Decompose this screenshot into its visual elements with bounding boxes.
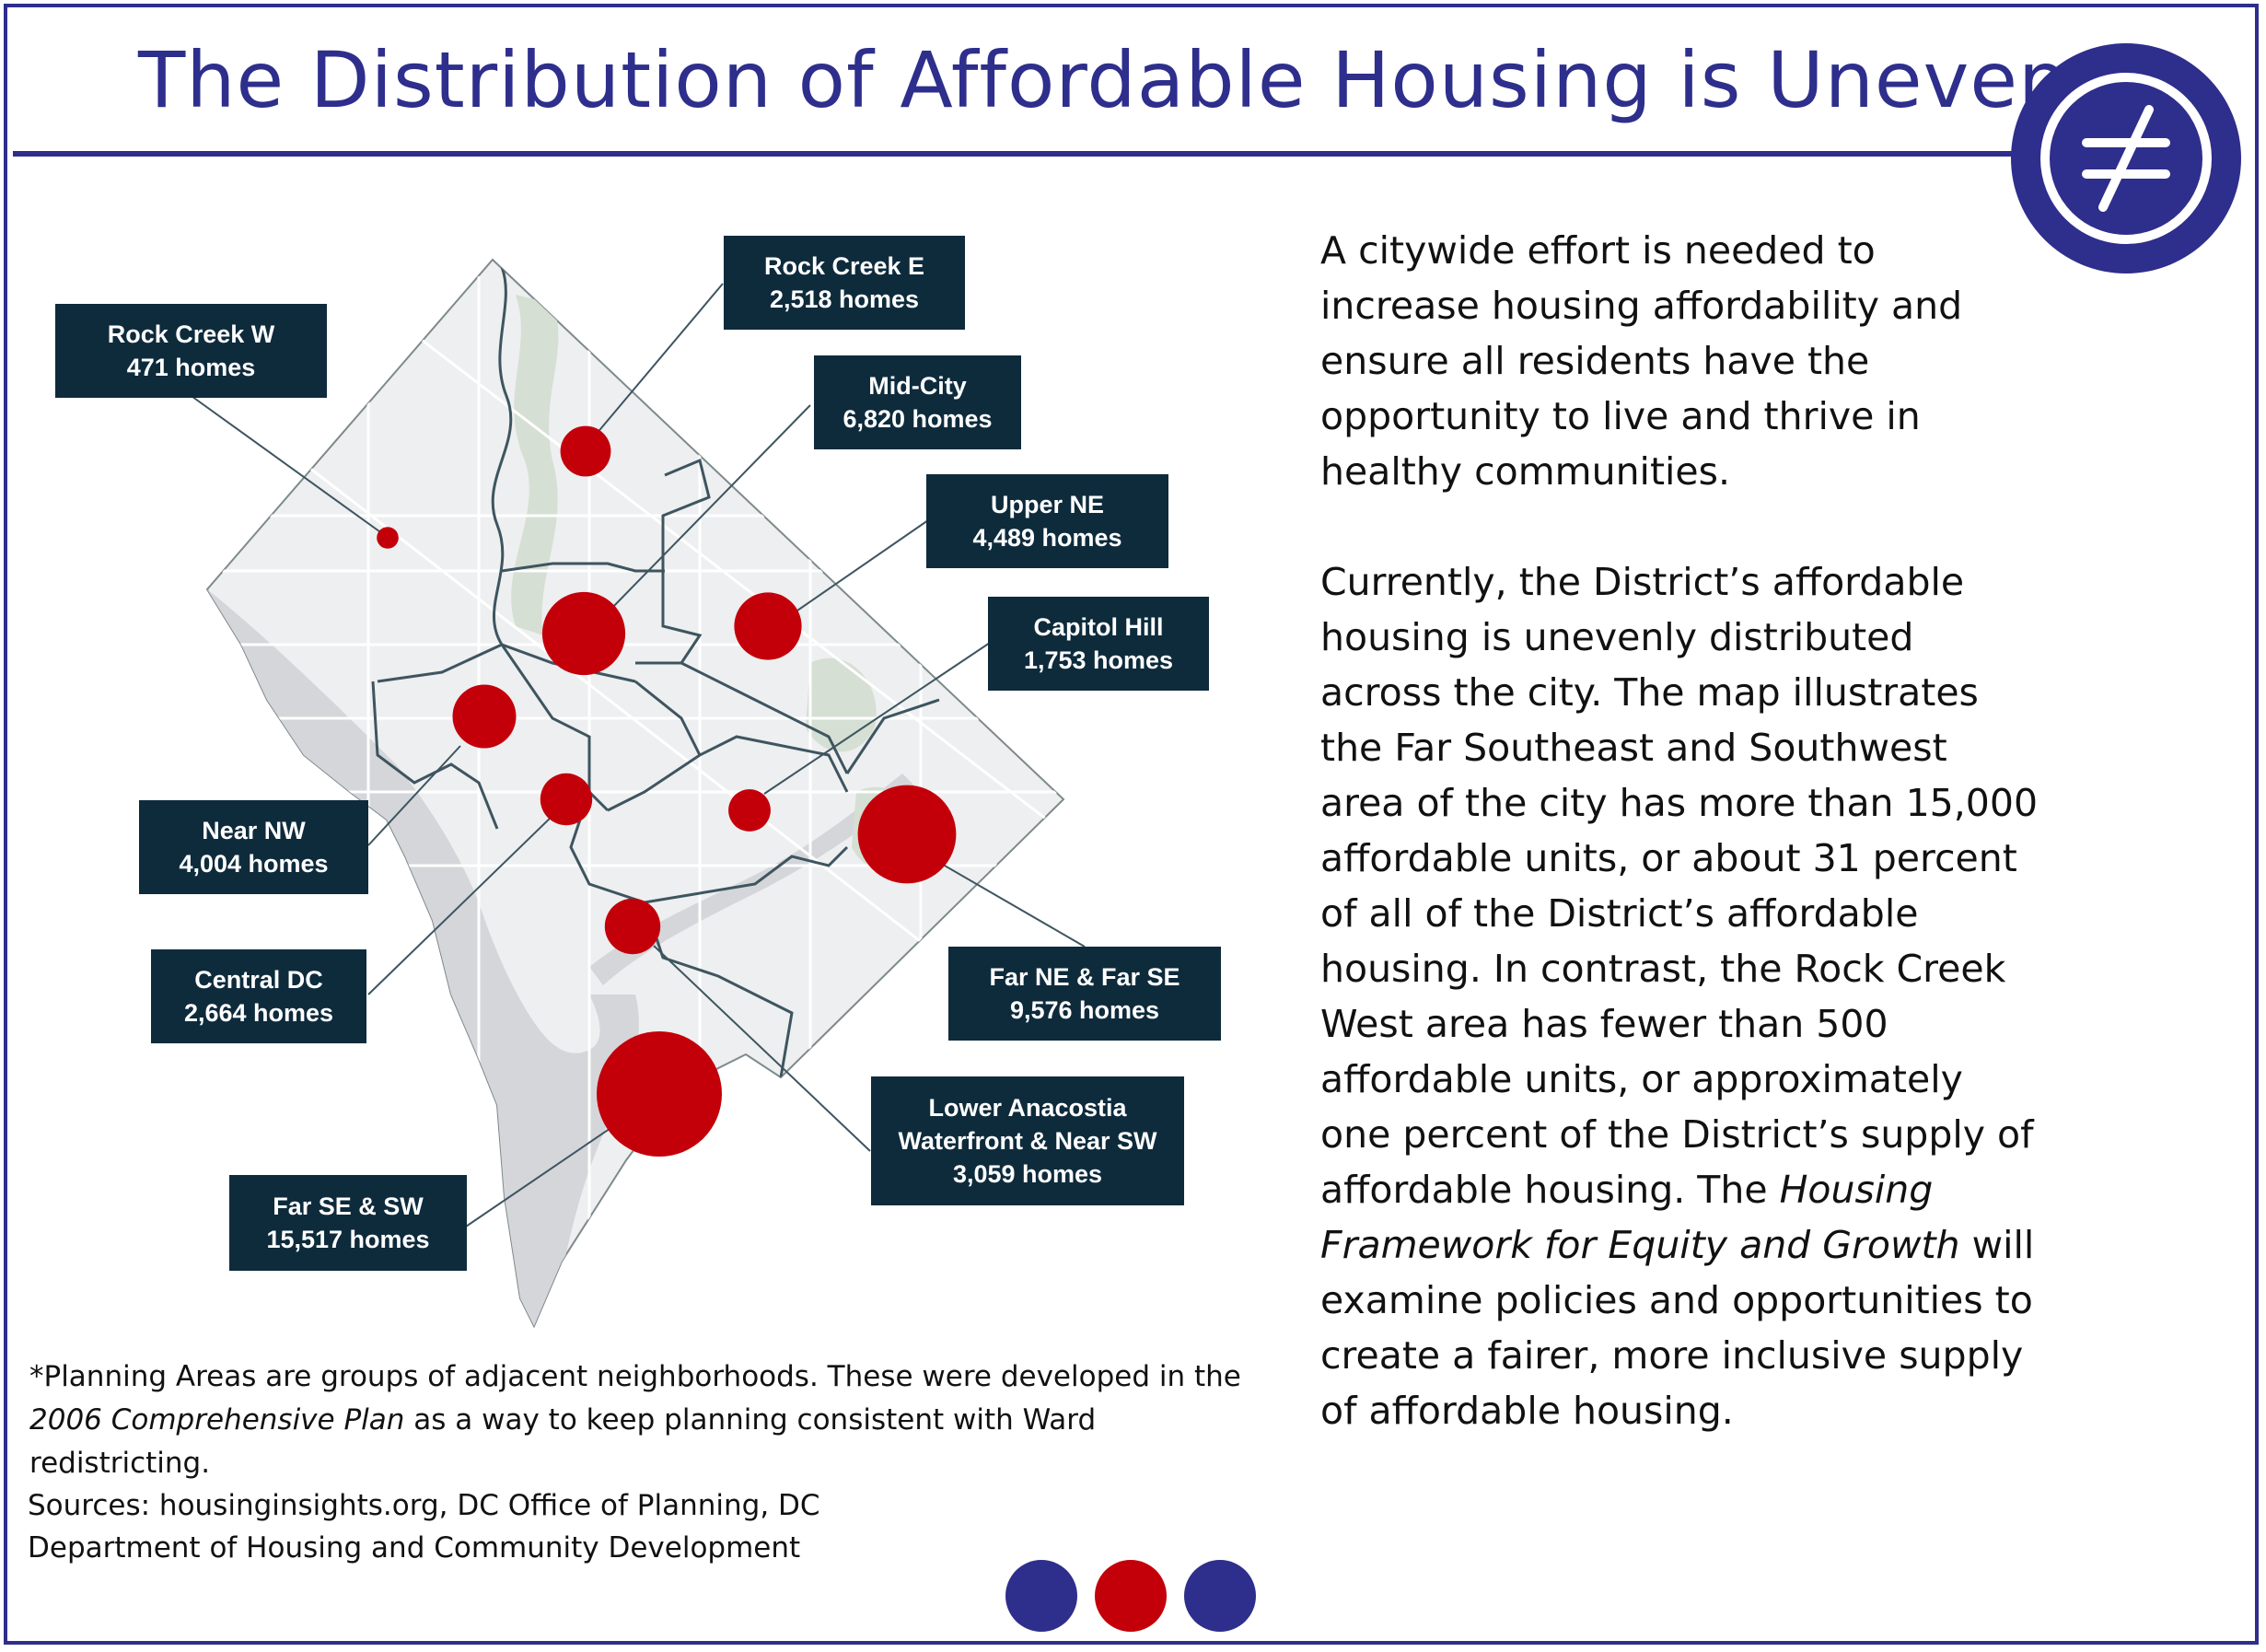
area-name: Capitol Hill bbox=[1033, 613, 1164, 641]
marker-central-dc bbox=[540, 773, 593, 826]
area-name-line2: Waterfront & Near SW bbox=[898, 1127, 1157, 1155]
area-homes: 1,753 homes bbox=[1023, 646, 1174, 674]
marker-lower-anacostia bbox=[604, 898, 661, 955]
area-name: Rock Creek E bbox=[763, 252, 925, 280]
park-area bbox=[806, 657, 877, 752]
sources-line: Sources: housinginsights.org, DC Office … bbox=[28, 1489, 820, 1522]
page-title: The Distribution of Affordable Housing i… bbox=[138, 35, 2069, 125]
area-homes: 471 homes bbox=[126, 354, 256, 381]
marker-rock-creek-w bbox=[377, 527, 399, 549]
label-upper-ne: Upper NE 4,489 homes bbox=[926, 474, 1168, 568]
area-name: Far SE & SW bbox=[273, 1192, 424, 1220]
comprehensive-plan-title: 2006 Comprehensive Plan bbox=[29, 1403, 405, 1437]
area-name: Rock Creek W bbox=[107, 320, 275, 348]
label-lower-anacostia: Lower Anacostia Waterfront & Near SW 3,0… bbox=[871, 1076, 1184, 1205]
area-homes: 2,518 homes bbox=[769, 285, 920, 313]
footer-dot bbox=[1005, 1560, 1077, 1632]
title-divider bbox=[13, 151, 2048, 157]
footnote-text: as a way to keep planning consistent wit… bbox=[29, 1403, 1097, 1480]
area-name: Far NE & Far SE bbox=[989, 963, 1180, 991]
area-homes: 6,820 homes bbox=[842, 405, 993, 433]
area-homes: 4,004 homes bbox=[179, 850, 329, 878]
sources-line: Department of Housing and Community Deve… bbox=[28, 1531, 801, 1565]
intro-paragraph: A citywide effort is needed to increase … bbox=[1320, 228, 1963, 494]
marker-mid-city bbox=[541, 591, 626, 676]
area-homes: 4,489 homes bbox=[972, 524, 1122, 552]
area-homes: 2,664 homes bbox=[183, 999, 334, 1027]
area-name: Upper NE bbox=[990, 491, 1105, 518]
marker-far-ne-far-se bbox=[857, 785, 957, 884]
dc-planning-areas-map bbox=[188, 258, 1086, 1329]
marker-near-nw bbox=[452, 684, 517, 749]
distribution-paragraph: Currently, the District’s affordable hou… bbox=[1320, 554, 2039, 1438]
anacostia-river bbox=[589, 774, 916, 985]
marker-upper-ne bbox=[734, 592, 802, 660]
footer-dot bbox=[1095, 1560, 1167, 1632]
rock-creek-park bbox=[511, 295, 559, 635]
area-name: Central DC bbox=[194, 966, 323, 994]
area-homes: 3,059 homes bbox=[952, 1160, 1103, 1188]
label-near-nw: Near NW 4,004 homes bbox=[139, 800, 368, 894]
label-central-dc: Central DC 2,664 homes bbox=[151, 949, 366, 1043]
footnote: *Planning Areas are groups of adjacent n… bbox=[29, 1355, 1245, 1485]
paragraph-text: Currently, the District’s affordable hou… bbox=[1320, 560, 2039, 1212]
label-mid-city: Mid-City 6,820 homes bbox=[814, 355, 1021, 449]
area-name-line1: Lower Anacostia bbox=[928, 1094, 1127, 1122]
body-text: A citywide effort is needed to increase … bbox=[1320, 223, 2039, 1494]
label-far-se-sw: Far SE & SW 15,517 homes bbox=[229, 1175, 467, 1271]
paragraph-text: will examine policies and opportunities … bbox=[1320, 1223, 2035, 1433]
footnote-text: *Planning Areas are groups of adjacent n… bbox=[29, 1360, 1241, 1393]
label-rock-creek-e: Rock Creek E 2,518 homes bbox=[724, 236, 965, 330]
area-homes: 15,517 homes bbox=[266, 1226, 430, 1253]
area-name: Mid-City bbox=[868, 372, 967, 400]
not-equal-icon bbox=[2011, 43, 2241, 273]
label-far-ne-far-se: Far NE & Far SE 9,576 homes bbox=[948, 947, 1221, 1041]
page-frame bbox=[4, 4, 2259, 1645]
framework-title: Housing Framework for Equity and Growth bbox=[1320, 1168, 1960, 1267]
footer-dot bbox=[1184, 1560, 1256, 1632]
marker-capitol-hill bbox=[728, 789, 771, 832]
area-name: Near NW bbox=[202, 817, 306, 844]
marker-far-se-sw bbox=[597, 1031, 722, 1157]
label-capitol-hill: Capitol Hill 1,753 homes bbox=[988, 597, 1209, 691]
area-homes: 9,576 homes bbox=[1009, 996, 1160, 1024]
marker-rock-creek-e bbox=[560, 425, 611, 477]
label-rock-creek-w: Rock Creek W 471 homes bbox=[55, 304, 327, 398]
sources: Sources: housinginsights.org, DC Office … bbox=[28, 1484, 856, 1569]
